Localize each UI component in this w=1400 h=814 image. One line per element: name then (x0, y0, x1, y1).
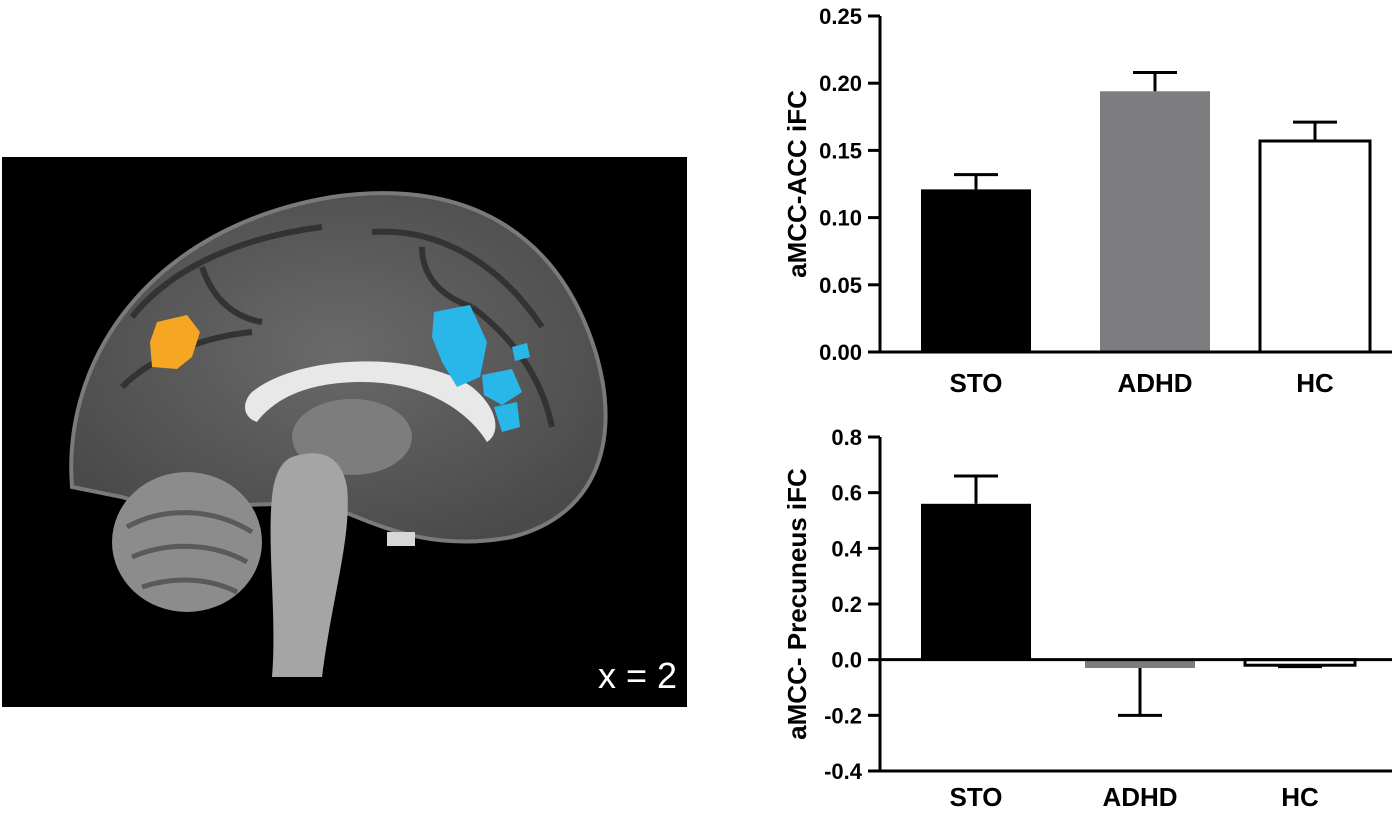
y-tick-label: 0.6 (831, 481, 862, 506)
bar-sto (921, 189, 1031, 352)
y-tick-label: 0.4 (831, 536, 862, 561)
y-tick-label: 0.0 (831, 648, 862, 673)
y-tick-label: 0.2 (831, 592, 862, 617)
y-tick-label: 0.25 (819, 4, 862, 29)
y-tick-label: 0.05 (819, 273, 862, 298)
y-axis-label: aMCC- Precuneus iFC (782, 468, 812, 740)
brain-sagittal-graphic (69, 191, 608, 677)
bar-hc (1258, 139, 1372, 354)
bar-adhd (1100, 91, 1210, 352)
y-tick-label: -0.2 (824, 703, 862, 728)
chart-amcc-acc: 0.00 0.05 0.10 0.15 0.20 0.25 STO ADHD HC aMCC-AC… (782, 4, 1392, 398)
bar-adhd (1085, 659, 1195, 669)
slice-coordinate-label: x = 2 (597, 655, 677, 696)
category-label: ADHD (1117, 368, 1192, 398)
y-axis-label: aMCC-ACC iFC (782, 90, 812, 278)
category-label: HC (1296, 368, 1334, 398)
bar-sto (921, 503, 1031, 660)
y-tick-label: 0.10 (819, 206, 862, 231)
y-tick-label: 0.00 (819, 340, 862, 365)
y-tick-label: 0.20 (819, 71, 862, 96)
category-label: STO (950, 782, 1003, 812)
category-label: ADHD (1102, 782, 1177, 812)
chart-amcc-precuneus: -0.4 -0.2 0.0 0.2 0.4 0.6 0.8 STO ADHD HC aMCC- Pr… (782, 425, 1392, 812)
y-tick-label: -0.4 (824, 759, 863, 784)
category-label: HC (1281, 782, 1319, 812)
y-tick-label: 0.8 (831, 425, 862, 450)
category-label: STO (950, 368, 1003, 398)
brain-slice-image: x = 2 (2, 157, 687, 707)
y-tick-label: 0.15 (819, 138, 862, 163)
